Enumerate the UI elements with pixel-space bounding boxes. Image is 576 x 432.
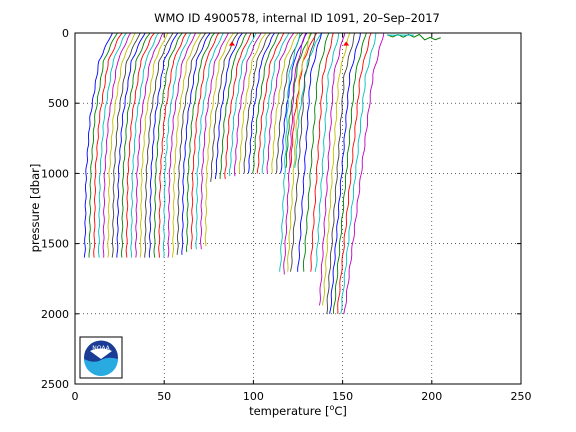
profile-line-deep — [318, 32, 346, 306]
profile-line — [97, 32, 127, 258]
x-tick-label: 250 — [511, 390, 532, 403]
y-tick-label: 1500 — [41, 238, 69, 251]
profile-line-deep — [329, 32, 361, 314]
profile-line — [233, 32, 262, 177]
y-tick-label: 1000 — [41, 167, 69, 180]
profile-line — [190, 32, 220, 250]
profile-line — [247, 32, 275, 174]
profile-line-deep — [326, 32, 356, 314]
profile-line — [116, 32, 146, 258]
profile-line-deep — [279, 32, 301, 272]
grid-lines — [75, 33, 521, 384]
profile-line-deep — [287, 32, 311, 272]
x-axis-label-degree: o — [330, 403, 335, 412]
profile-line — [130, 32, 159, 258]
profile-line — [214, 32, 243, 180]
surface-marker — [228, 41, 235, 46]
profile-line — [158, 32, 187, 258]
plot-area — [75, 33, 521, 384]
profile-line — [88, 32, 118, 258]
logo-text: NOAA — [92, 345, 110, 352]
surface-markers — [228, 41, 350, 46]
profile-line — [243, 32, 271, 174]
y-axis-label: pressure [dbar] — [28, 164, 42, 253]
profile-line-deep — [302, 32, 330, 272]
profile-line — [224, 32, 252, 180]
y-tick-label: 0 — [62, 27, 69, 40]
x-axis-label: temperature [oC] — [249, 403, 347, 418]
profile-line — [135, 32, 164, 258]
x-tick-label: 50 — [157, 390, 171, 403]
profile-line-deep — [340, 32, 377, 314]
profile-line — [83, 32, 113, 258]
chart-title: WMO ID 4900578, internal ID 1091, 20–Sep… — [154, 11, 440, 25]
profile-line — [162, 32, 192, 258]
profile-line — [148, 32, 179, 258]
profile-line-deep — [310, 32, 334, 272]
profile-line — [210, 32, 239, 182]
y-tick-label: 2500 — [41, 378, 69, 391]
profile-line-deep — [297, 32, 322, 272]
profile-line — [289, 32, 317, 168]
profile-line-deep — [322, 32, 351, 306]
y-tick-label: 2000 — [41, 308, 69, 321]
profile-line — [294, 32, 322, 168]
profile-lines — [83, 32, 441, 314]
x-axis-label-part1: temperature [ — [249, 404, 329, 418]
x-axis-label-part2: C] — [334, 404, 347, 418]
profile-line — [153, 32, 183, 258]
profile-line — [107, 32, 136, 258]
profile-line-deep — [343, 32, 385, 314]
profile-line — [195, 32, 224, 250]
profile-line — [111, 32, 141, 258]
profile-line — [139, 32, 169, 258]
profile-line — [181, 32, 211, 255]
logo-bird — [90, 348, 112, 359]
profile-line — [261, 32, 290, 174]
profile-line — [176, 32, 206, 255]
profile-line — [186, 32, 215, 253]
x-tick-label: 150 — [332, 390, 353, 403]
profile-line — [256, 32, 285, 174]
profile-line — [238, 32, 267, 174]
profile-line — [219, 32, 248, 180]
x-tick-label: 200 — [421, 390, 442, 403]
profile-line — [167, 32, 197, 258]
profile-line-deep — [333, 32, 367, 314]
logo-wave — [84, 357, 118, 376]
profile-line — [280, 32, 308, 174]
profile-line — [144, 32, 174, 258]
profile-line — [93, 32, 123, 258]
profile-line — [271, 32, 299, 174]
profile-line-deep — [290, 32, 316, 272]
profile-line-deep — [283, 32, 307, 275]
profile-line — [102, 32, 132, 258]
profile-line — [204, 32, 234, 247]
noaa-logo: NOAA — [79, 336, 123, 379]
surface-marker — [343, 41, 350, 46]
profile-line — [125, 32, 155, 258]
profile-line-deep — [314, 32, 340, 272]
profile-line — [200, 32, 229, 250]
profile-line-deep — [337, 32, 372, 314]
y-tick-label: 500 — [48, 97, 69, 110]
profile-line — [172, 32, 202, 258]
profile-line — [121, 32, 151, 258]
y-axis-ticks: 0 500 1000 1500 2000 2500 — [41, 27, 521, 391]
profile-line — [266, 32, 295, 174]
profile-line — [229, 32, 257, 177]
x-axis-ticks: 0 50 100 150 200 250 — [72, 33, 532, 403]
x-tick-label: 0 — [72, 390, 79, 403]
plot-frame — [74, 32, 522, 385]
profile-line — [252, 32, 280, 174]
x-tick-label: 100 — [243, 390, 264, 403]
profile-line — [275, 32, 303, 174]
profile-line — [285, 32, 312, 168]
